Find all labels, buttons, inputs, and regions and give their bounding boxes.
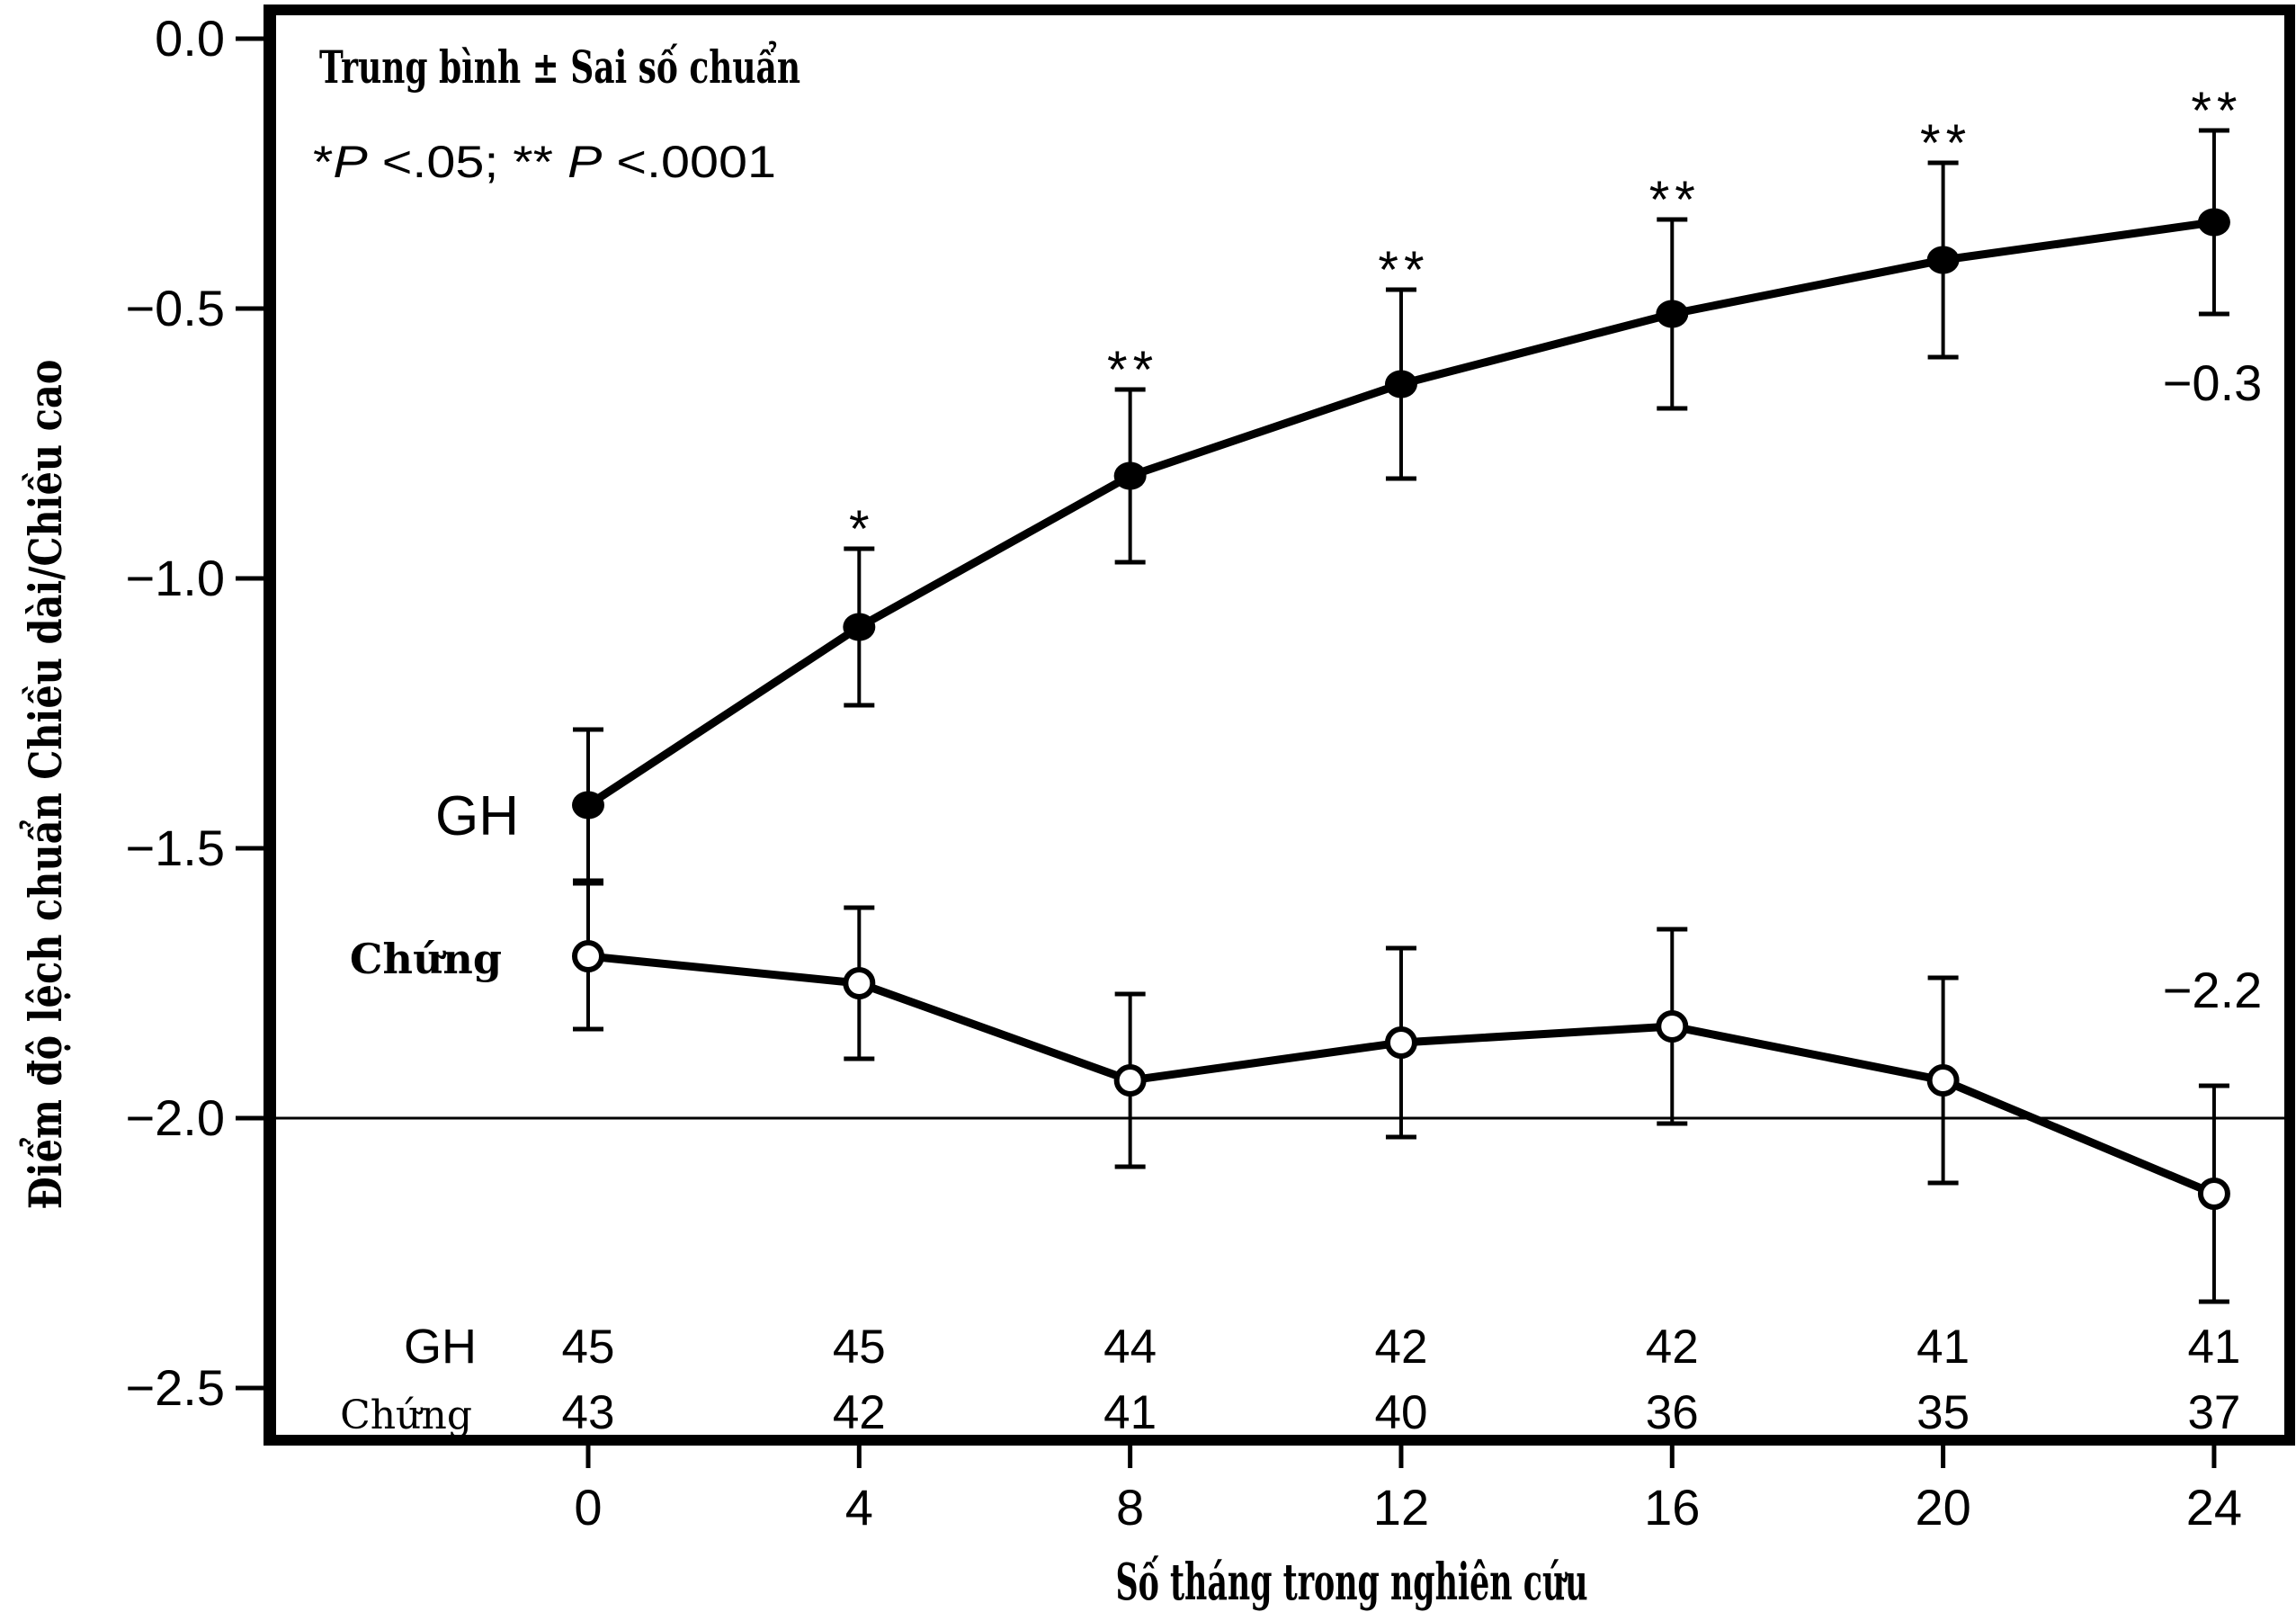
significance-marker: * [849, 500, 875, 559]
sample-size-value: 41 [2187, 1321, 2240, 1374]
sample-size-value: 41 [1916, 1321, 1970, 1374]
sample-size-value: 45 [562, 1321, 615, 1374]
x-tick-label: 16 [1644, 1479, 1700, 1536]
sample-size-value: 36 [1646, 1386, 1699, 1439]
sample-size-row-gh: GH 45 45 44 42 42 41 41 [404, 1320, 2240, 1374]
data-point-gh [1113, 461, 1147, 490]
y-tick-label: −1.5 [125, 819, 225, 876]
data-point-gh [1656, 300, 1689, 328]
significance-marker: ** [1920, 114, 1971, 173]
sample-size-value: 35 [1916, 1386, 1970, 1439]
x-tick-label: 12 [1373, 1479, 1429, 1536]
data-point-chung [843, 967, 876, 999]
end-value-label-gh: −0.3 [2163, 354, 2263, 411]
data-point-chung [1926, 1064, 1960, 1097]
x-tick-label: 0 [574, 1479, 602, 1536]
sample-size-value: 42 [1646, 1321, 1699, 1374]
sample-size-row-label: Chứng [340, 1393, 472, 1438]
y-axis-title: Điểm độ lệch chuẩn Chiều dài/Chiều cao [18, 360, 72, 1210]
significance-marker: ** [2191, 82, 2242, 140]
data-point-gh [843, 613, 876, 641]
data-point-chung [2197, 1178, 2230, 1210]
pvalue-note: *P <.05; ** P <.0001 [313, 137, 776, 187]
x-tick-label: 20 [1915, 1479, 1970, 1536]
y-tick-label: 0.0 [155, 10, 225, 67]
sample-size-value: 40 [1374, 1386, 1427, 1439]
series-chung: Chứng −2.2 [350, 881, 2263, 1304]
sample-size-value: 44 [1103, 1321, 1157, 1374]
sample-size-row-label: GH [404, 1320, 477, 1374]
series-label-gh: GH [435, 785, 519, 847]
data-point-chung [1656, 1010, 1689, 1043]
y-tick-label: −1.0 [125, 550, 225, 606]
sample-size-row-chung: Chứng 43 42 41 40 36 35 37 [340, 1386, 2240, 1439]
plot-frame-group [264, 4, 2295, 1446]
significance-marker: ** [1649, 171, 1701, 229]
end-value-label-chung: −2.2 [2163, 962, 2263, 1018]
sample-size-table: GH 45 45 44 42 42 41 41 Chứng 43 42 41 40 36 35 37 [340, 1320, 2240, 1439]
data-point-chung [1384, 1026, 1417, 1059]
sample-size-value: 37 [2187, 1386, 2240, 1439]
data-point-gh [1384, 370, 1417, 399]
x-tick-label: 24 [2186, 1479, 2242, 1536]
y-tick-label: −2.5 [125, 1359, 225, 1416]
x-tick-label: 8 [1116, 1479, 1144, 1536]
sample-size-value: 41 [1103, 1386, 1157, 1439]
data-point-chung [572, 940, 604, 972]
axes-group: 0.0 −0.5 −1.0 −1.5 −2.0 −2.5 0 4 8 12 16 20 24 [125, 10, 2242, 1536]
sample-size-value: 43 [562, 1386, 615, 1439]
sample-size-value: 42 [833, 1386, 886, 1439]
y-tick-label: −2.0 [125, 1089, 225, 1146]
data-point-gh [572, 791, 604, 819]
sample-size-value: 42 [1374, 1321, 1427, 1374]
series-label-chung: Chứng [350, 935, 502, 983]
x-tick-label: 4 [845, 1479, 873, 1536]
series-gh: ***********GH−0.3 [435, 82, 2263, 883]
significance-marker: ** [1107, 341, 1158, 399]
data-point-gh [2197, 208, 2230, 237]
sample-size-value: 45 [833, 1321, 886, 1374]
data-point-chung [1113, 1064, 1147, 1097]
y-tick-label: −0.5 [125, 280, 225, 336]
x-axis-title: Số tháng trong nghiên cứu [1116, 1553, 1588, 1612]
data-point-gh [1926, 246, 1960, 274]
significance-marker: ** [1378, 241, 1429, 300]
legend-note: Trung bình ± Sai số chuẩn [319, 40, 800, 94]
